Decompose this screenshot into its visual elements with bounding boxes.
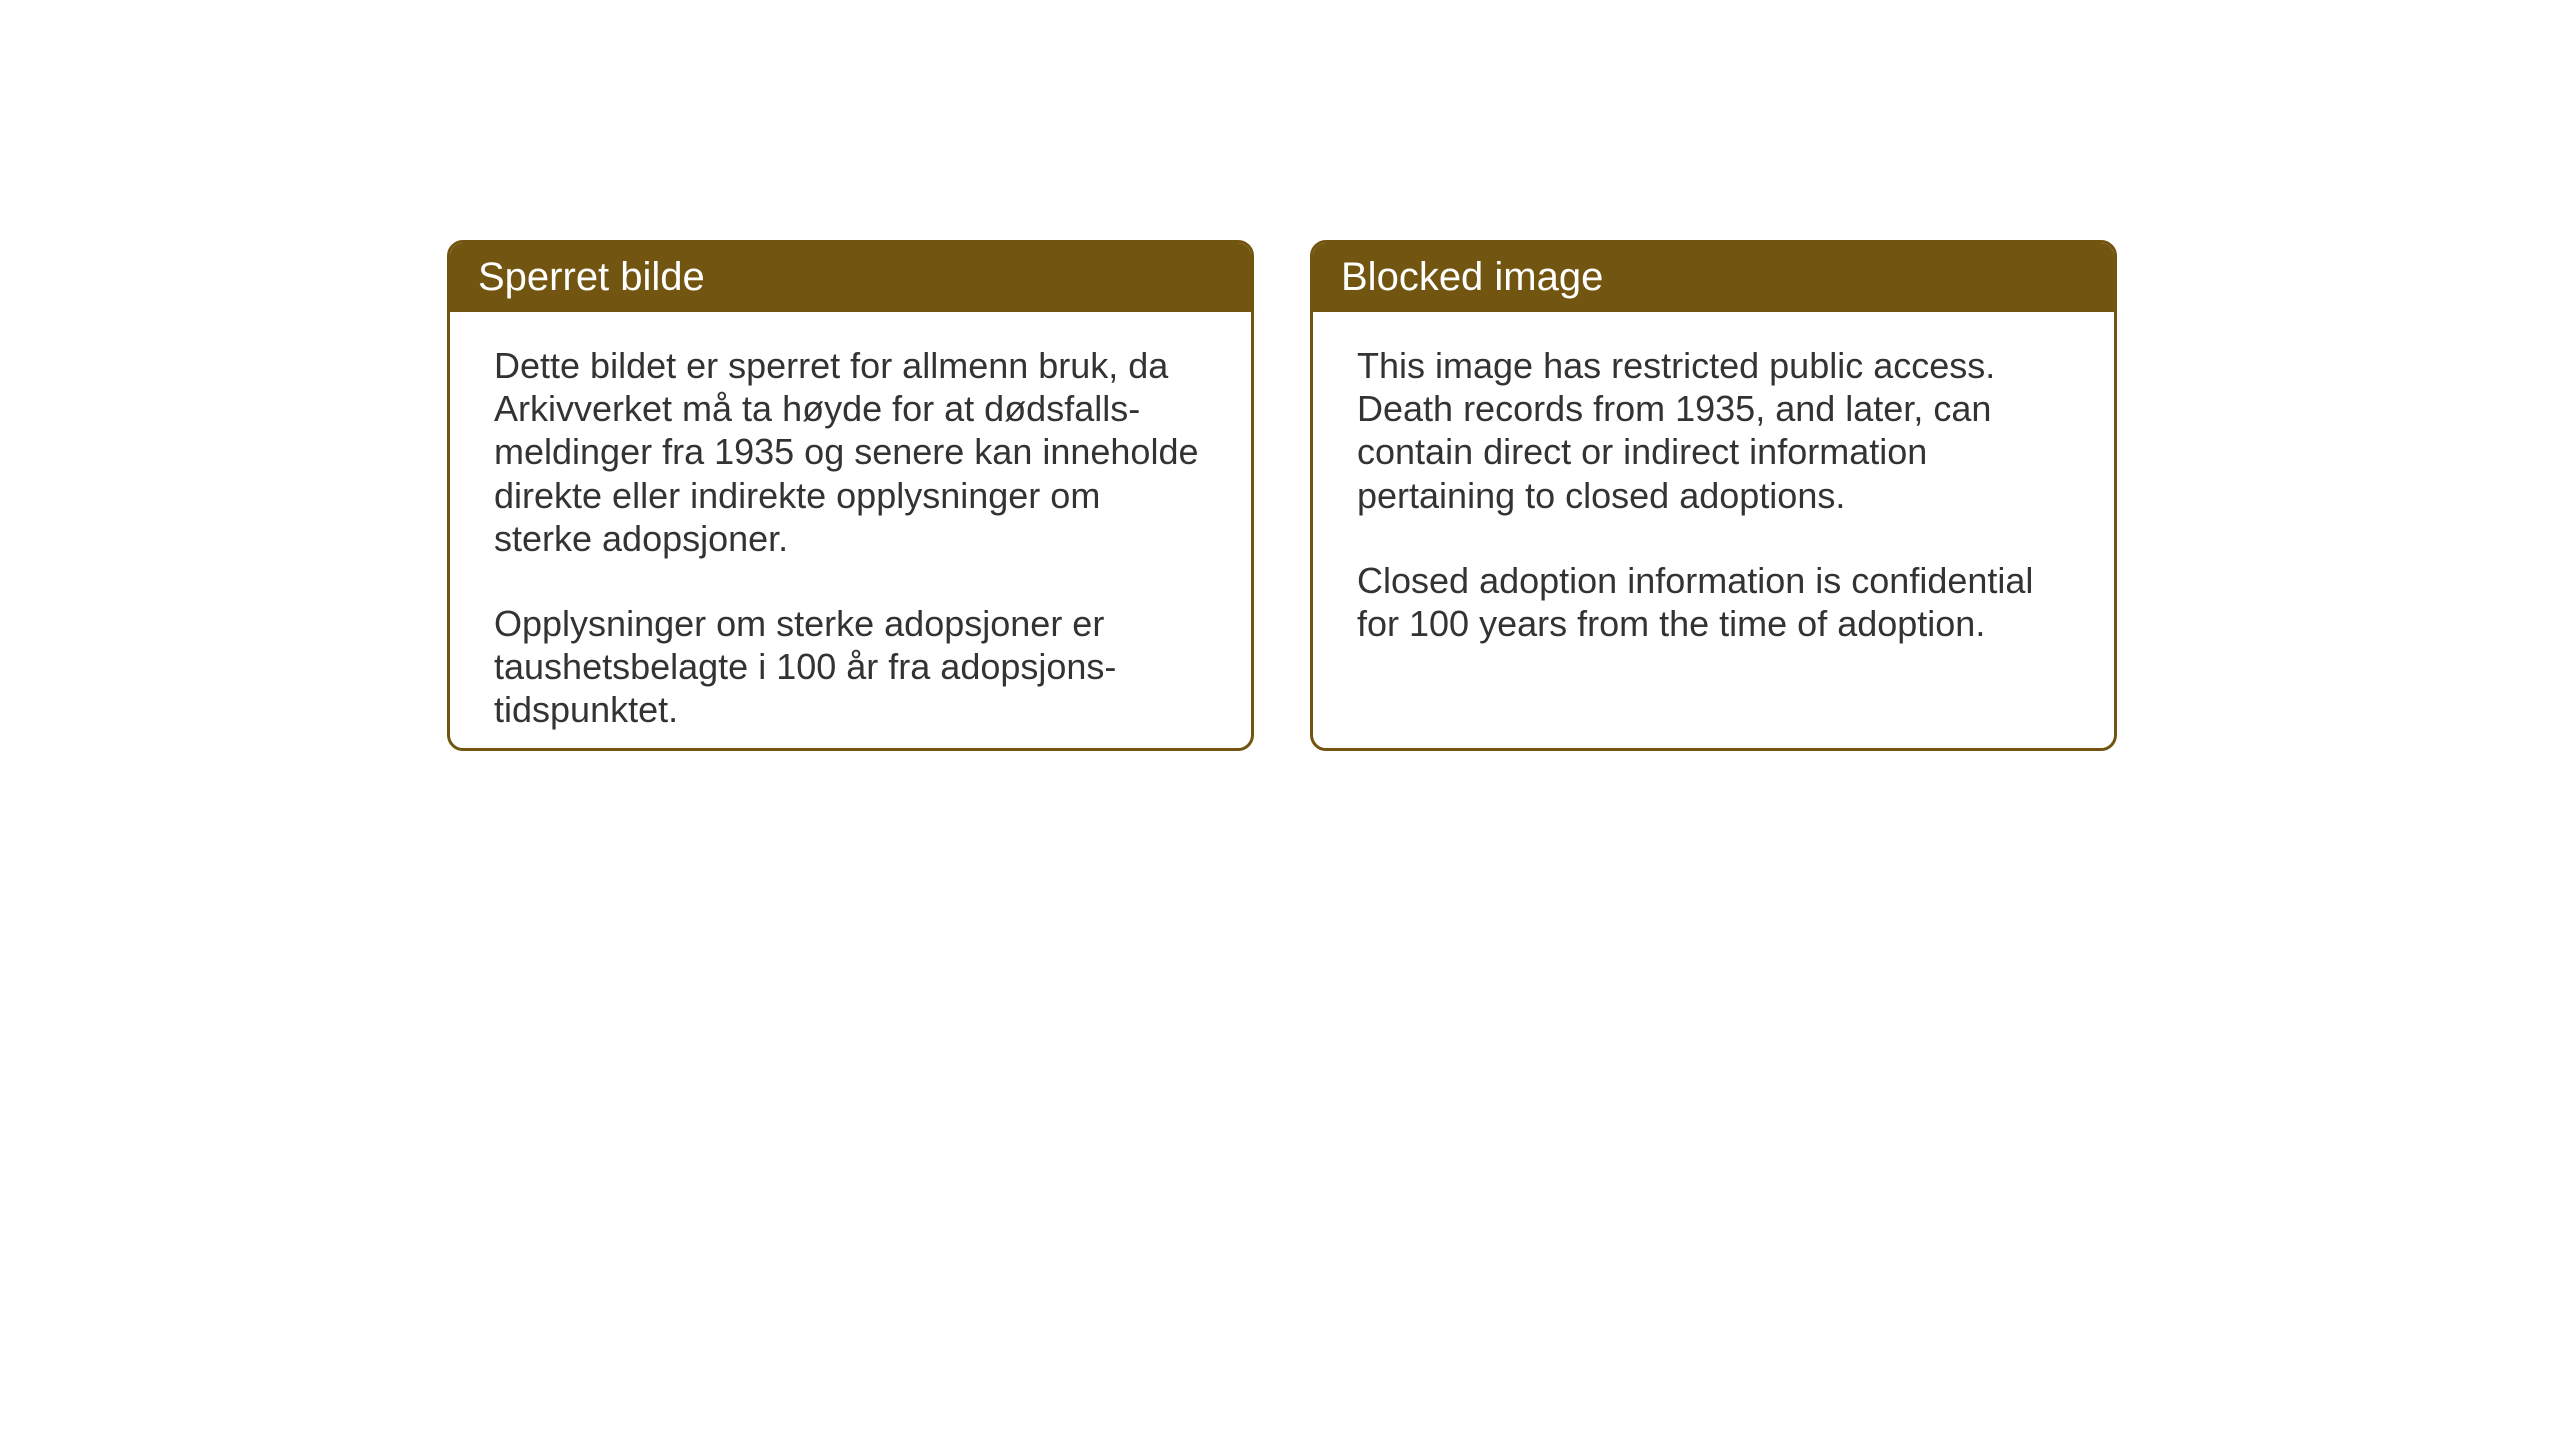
card-paragraph-2: Opplysninger om sterke adopsjoner er tau… xyxy=(494,602,1207,732)
card-paragraph-1: Dette bildet er sperret for allmenn bruk… xyxy=(494,344,1207,560)
card-header-norwegian: Sperret bilde xyxy=(450,243,1251,312)
card-title: Blocked image xyxy=(1341,255,1603,299)
card-paragraph-2: Closed adoption information is confident… xyxy=(1357,559,2070,645)
card-header-english: Blocked image xyxy=(1313,243,2114,312)
card-title: Sperret bilde xyxy=(478,255,705,299)
notice-card-norwegian: Sperret bilde Dette bildet er sperret fo… xyxy=(447,240,1254,751)
card-paragraph-1: This image has restricted public access.… xyxy=(1357,344,2070,517)
notice-cards-container: Sperret bilde Dette bildet er sperret fo… xyxy=(447,240,2117,751)
card-body-english: This image has restricted public access.… xyxy=(1313,312,2114,677)
card-body-norwegian: Dette bildet er sperret for allmenn bruk… xyxy=(450,312,1251,751)
notice-card-english: Blocked image This image has restricted … xyxy=(1310,240,2117,751)
